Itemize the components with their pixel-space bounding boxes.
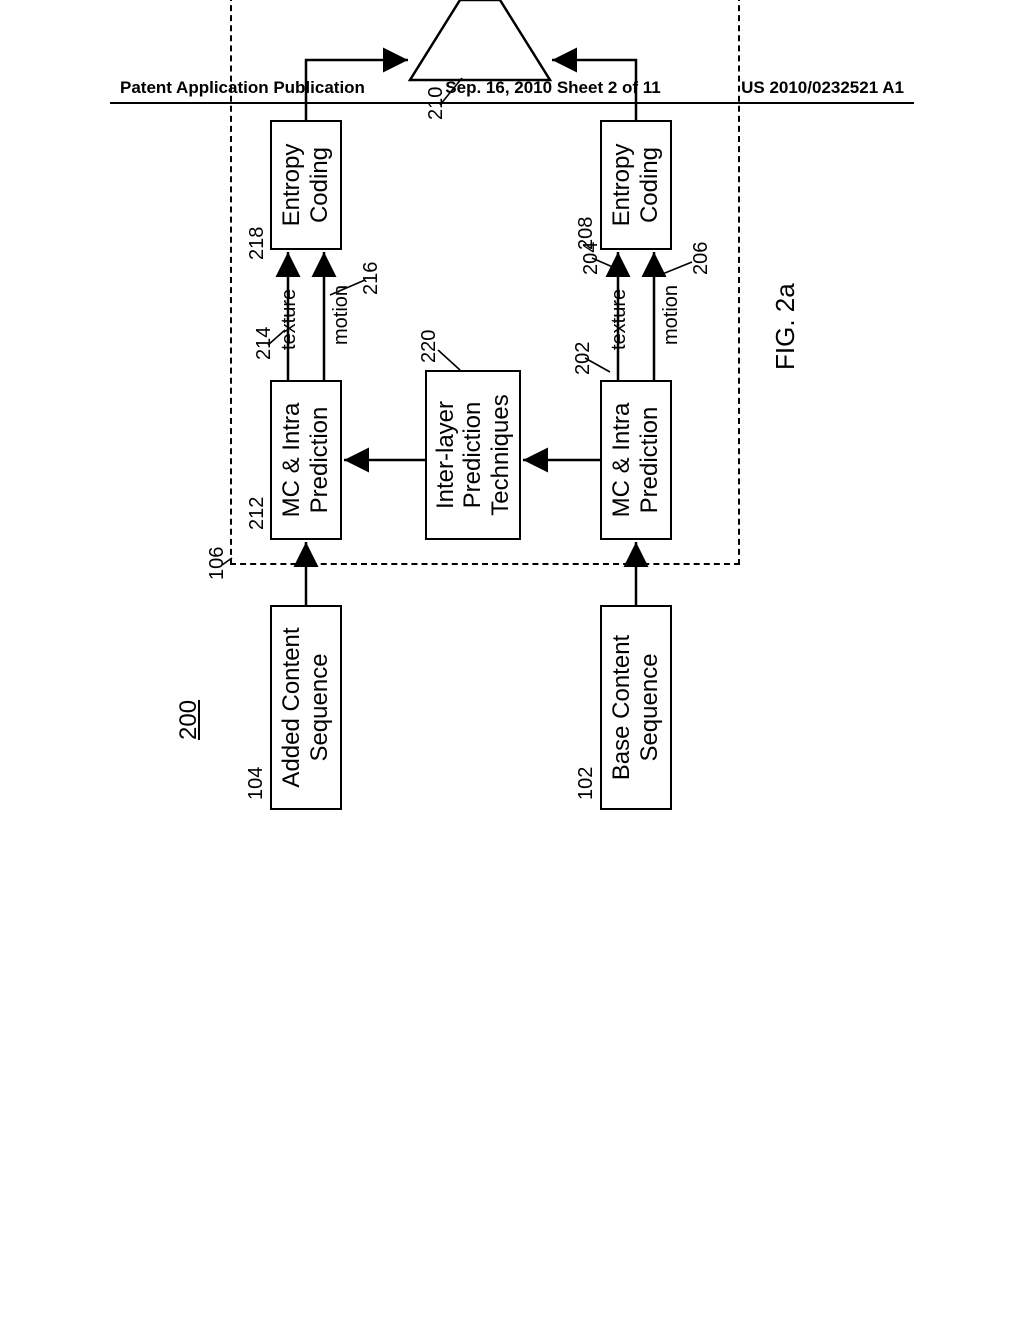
page: Patent Application Publication Sep. 16, … [0, 0, 1024, 1320]
connectors [170, 0, 850, 840]
figure-2a: 200 106 Base Content Sequence 102 Added … [170, 0, 850, 840]
